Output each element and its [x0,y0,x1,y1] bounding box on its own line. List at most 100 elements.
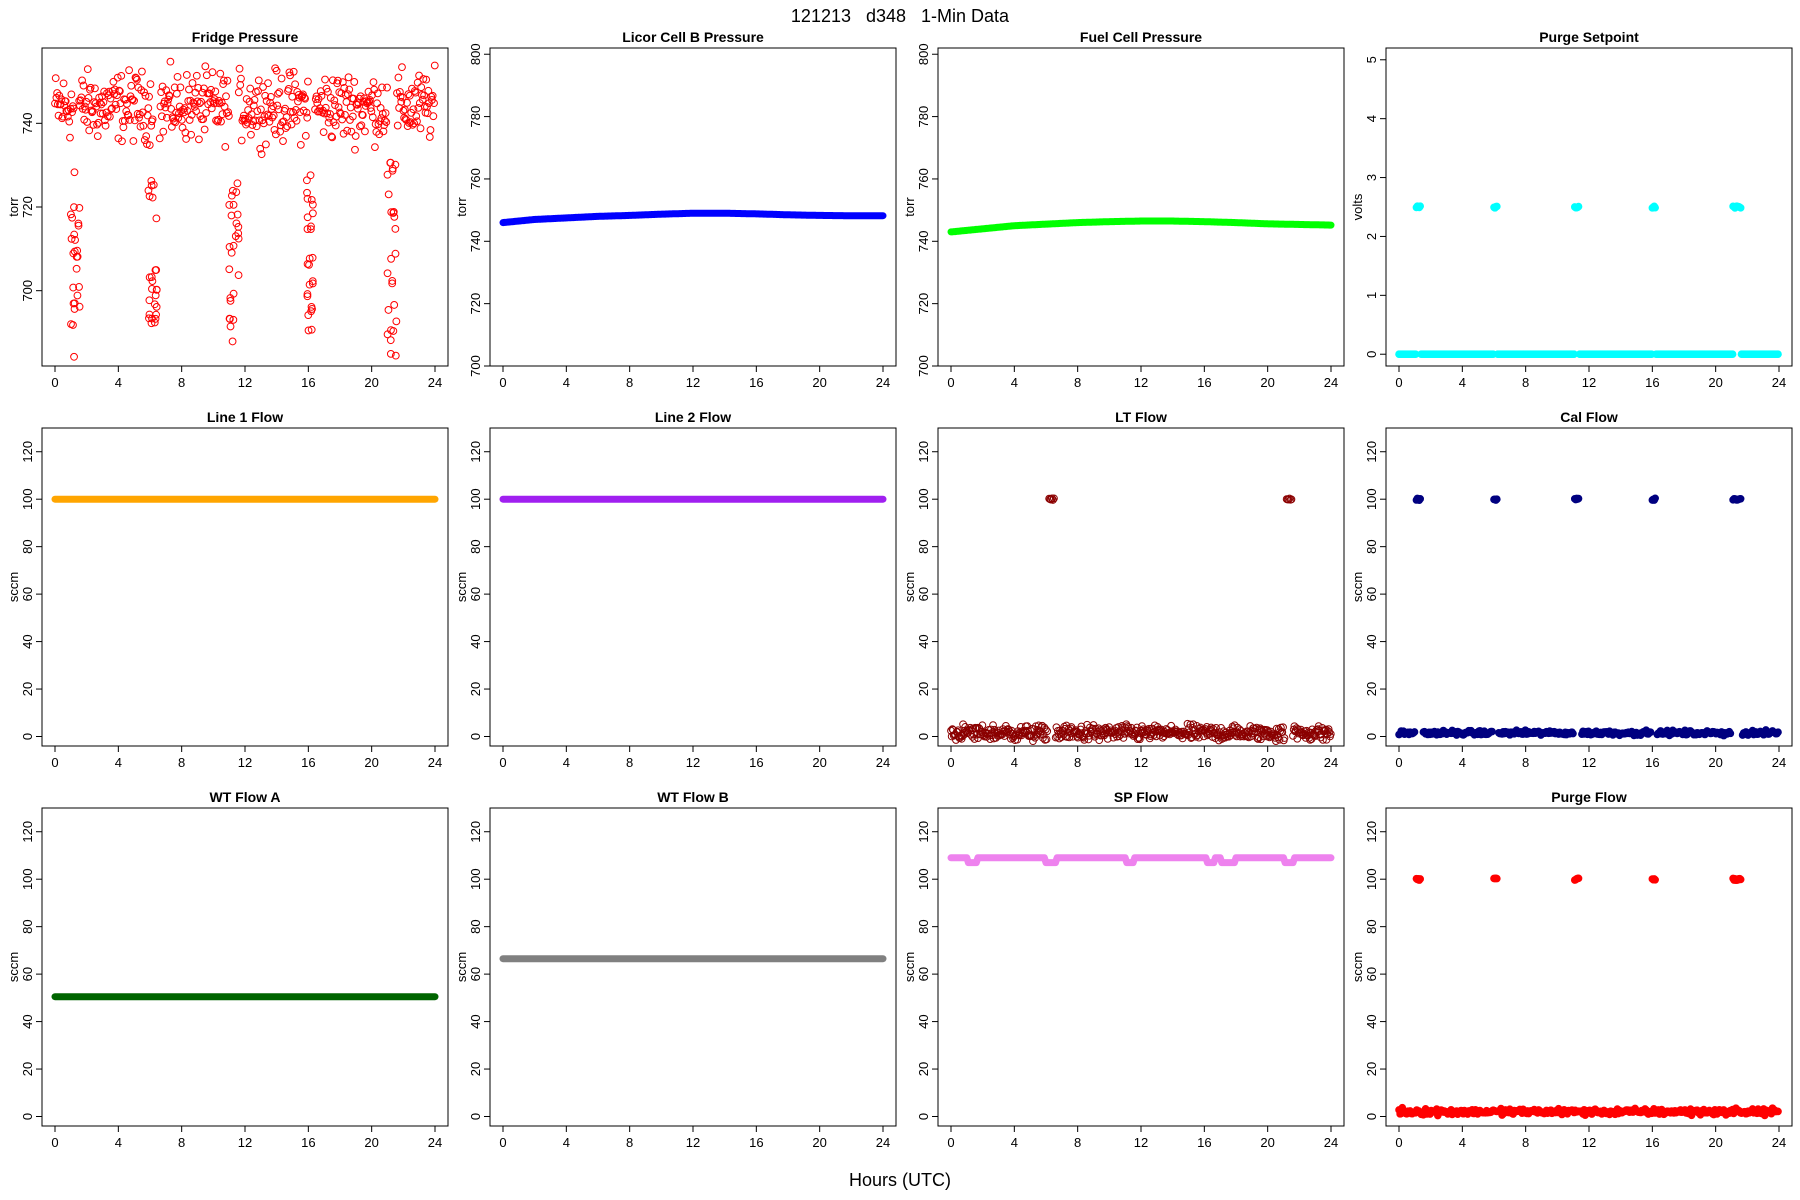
data-point [307,195,316,204]
data-point [1676,350,1685,359]
data-point [974,734,982,743]
data-point [1504,350,1513,359]
data-point [150,300,159,309]
data-point [1730,876,1738,884]
data-point [145,92,153,101]
y-tick-label: 20 [20,682,35,696]
series-line [947,217,1335,236]
data-point [249,117,257,126]
x-tick-label: 4 [115,755,122,770]
data-point [192,107,200,116]
data-point [229,315,238,324]
data-point [1773,729,1781,738]
data-point [1034,729,1042,738]
data-point [1554,1104,1563,1113]
data-point [1491,1107,1500,1115]
data-point [67,90,76,99]
data-point [1640,727,1648,736]
data-point [400,105,409,114]
data-point [358,111,367,119]
data-point [147,121,156,130]
data-point [1054,730,1063,739]
data-point [1668,350,1677,359]
data-point [1620,730,1628,738]
data-point [1721,350,1729,359]
data-point [1668,726,1677,735]
data-point [425,99,433,108]
data-point [1136,726,1145,735]
data-point [1731,495,1739,503]
data-point [1664,350,1673,359]
data-point [1599,350,1607,359]
data-point [1248,726,1257,735]
y-tick-label: 60 [468,967,483,981]
data-point [133,75,141,84]
data-point [1590,729,1598,738]
data-point [351,145,359,154]
data-point [68,102,77,111]
data-point [1541,729,1550,737]
data-point [259,119,268,128]
data-point [1009,732,1018,741]
data-point [1189,720,1198,729]
data-point [1401,728,1410,737]
data-point [1773,1107,1781,1116]
chart-title: Purge Flow [1551,789,1627,805]
y-tick-label: 0 [20,733,35,740]
y-axis-label: volts [1350,193,1365,220]
data-point [1262,732,1271,741]
y-tick-label: 40 [468,634,483,648]
x-tick-label: 24 [876,375,890,390]
data-point [316,104,324,113]
plot-frame [937,427,1345,747]
data-point [1619,350,1627,359]
data-point [70,168,79,177]
data-point [1680,350,1688,359]
data-point [1687,350,1696,359]
chart-title: Fuel Cell Pressure [1080,29,1202,45]
data-point [148,314,156,323]
data-point [288,92,297,101]
series-points [1395,874,1782,1120]
data-point [1758,350,1767,359]
data-point [1640,350,1648,359]
data-point [1673,729,1681,738]
data-point [1255,725,1264,734]
data-point [1047,495,1055,504]
data-point [1519,350,1527,359]
data-point [1519,1105,1527,1114]
data-point [1115,732,1124,741]
data-point [1576,350,1585,359]
data-point [1654,1106,1663,1114]
data-point [1493,874,1501,883]
data-point [223,76,232,85]
data-point [1480,350,1489,359]
data-point [281,124,290,132]
data-point [1692,350,1700,359]
data-point [1429,729,1438,737]
data-point [1105,723,1114,732]
data-point [1513,1107,1522,1116]
data-point [389,207,398,216]
data-point [1038,721,1047,730]
data-point [1061,724,1069,733]
data-point [1610,1108,1618,1116]
data-point [362,97,371,106]
data-point [270,125,279,134]
data-point [114,134,123,143]
data-point [1449,1108,1458,1117]
data-point [1224,732,1233,741]
y-tick-label: 0 [1364,351,1379,358]
data-point [1509,350,1517,359]
data-point [1063,728,1072,737]
data-point [422,75,431,84]
data-point [1022,728,1031,736]
data-point [1238,730,1247,738]
data-point [1735,874,1744,883]
data-point [1026,732,1034,741]
x-tick-label: 24 [428,1135,442,1150]
data-point [1459,350,1468,359]
data-point [1175,729,1183,737]
data-point [1093,729,1101,737]
data-point [143,140,151,149]
